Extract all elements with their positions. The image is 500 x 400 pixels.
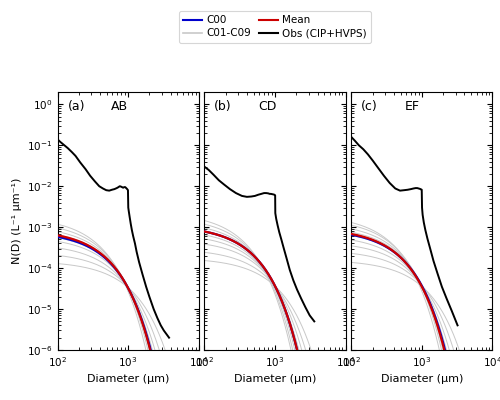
Text: (c): (c) xyxy=(361,100,378,113)
X-axis label: Diameter (μm): Diameter (μm) xyxy=(380,374,463,384)
Text: CD: CD xyxy=(258,100,276,113)
Text: (b): (b) xyxy=(214,100,232,113)
Text: AB: AB xyxy=(111,100,128,113)
X-axis label: Diameter (μm): Diameter (μm) xyxy=(87,374,170,384)
Legend: C00, C01-C09, Mean, Obs (CIP+HVPS): C00, C01-C09, Mean, Obs (CIP+HVPS) xyxy=(179,11,371,43)
Text: EF: EF xyxy=(405,100,420,113)
X-axis label: Diameter (μm): Diameter (μm) xyxy=(234,374,316,384)
Y-axis label: N(D) (L⁻¹ μm⁻¹): N(D) (L⁻¹ μm⁻¹) xyxy=(12,178,22,264)
Text: (a): (a) xyxy=(68,100,85,113)
